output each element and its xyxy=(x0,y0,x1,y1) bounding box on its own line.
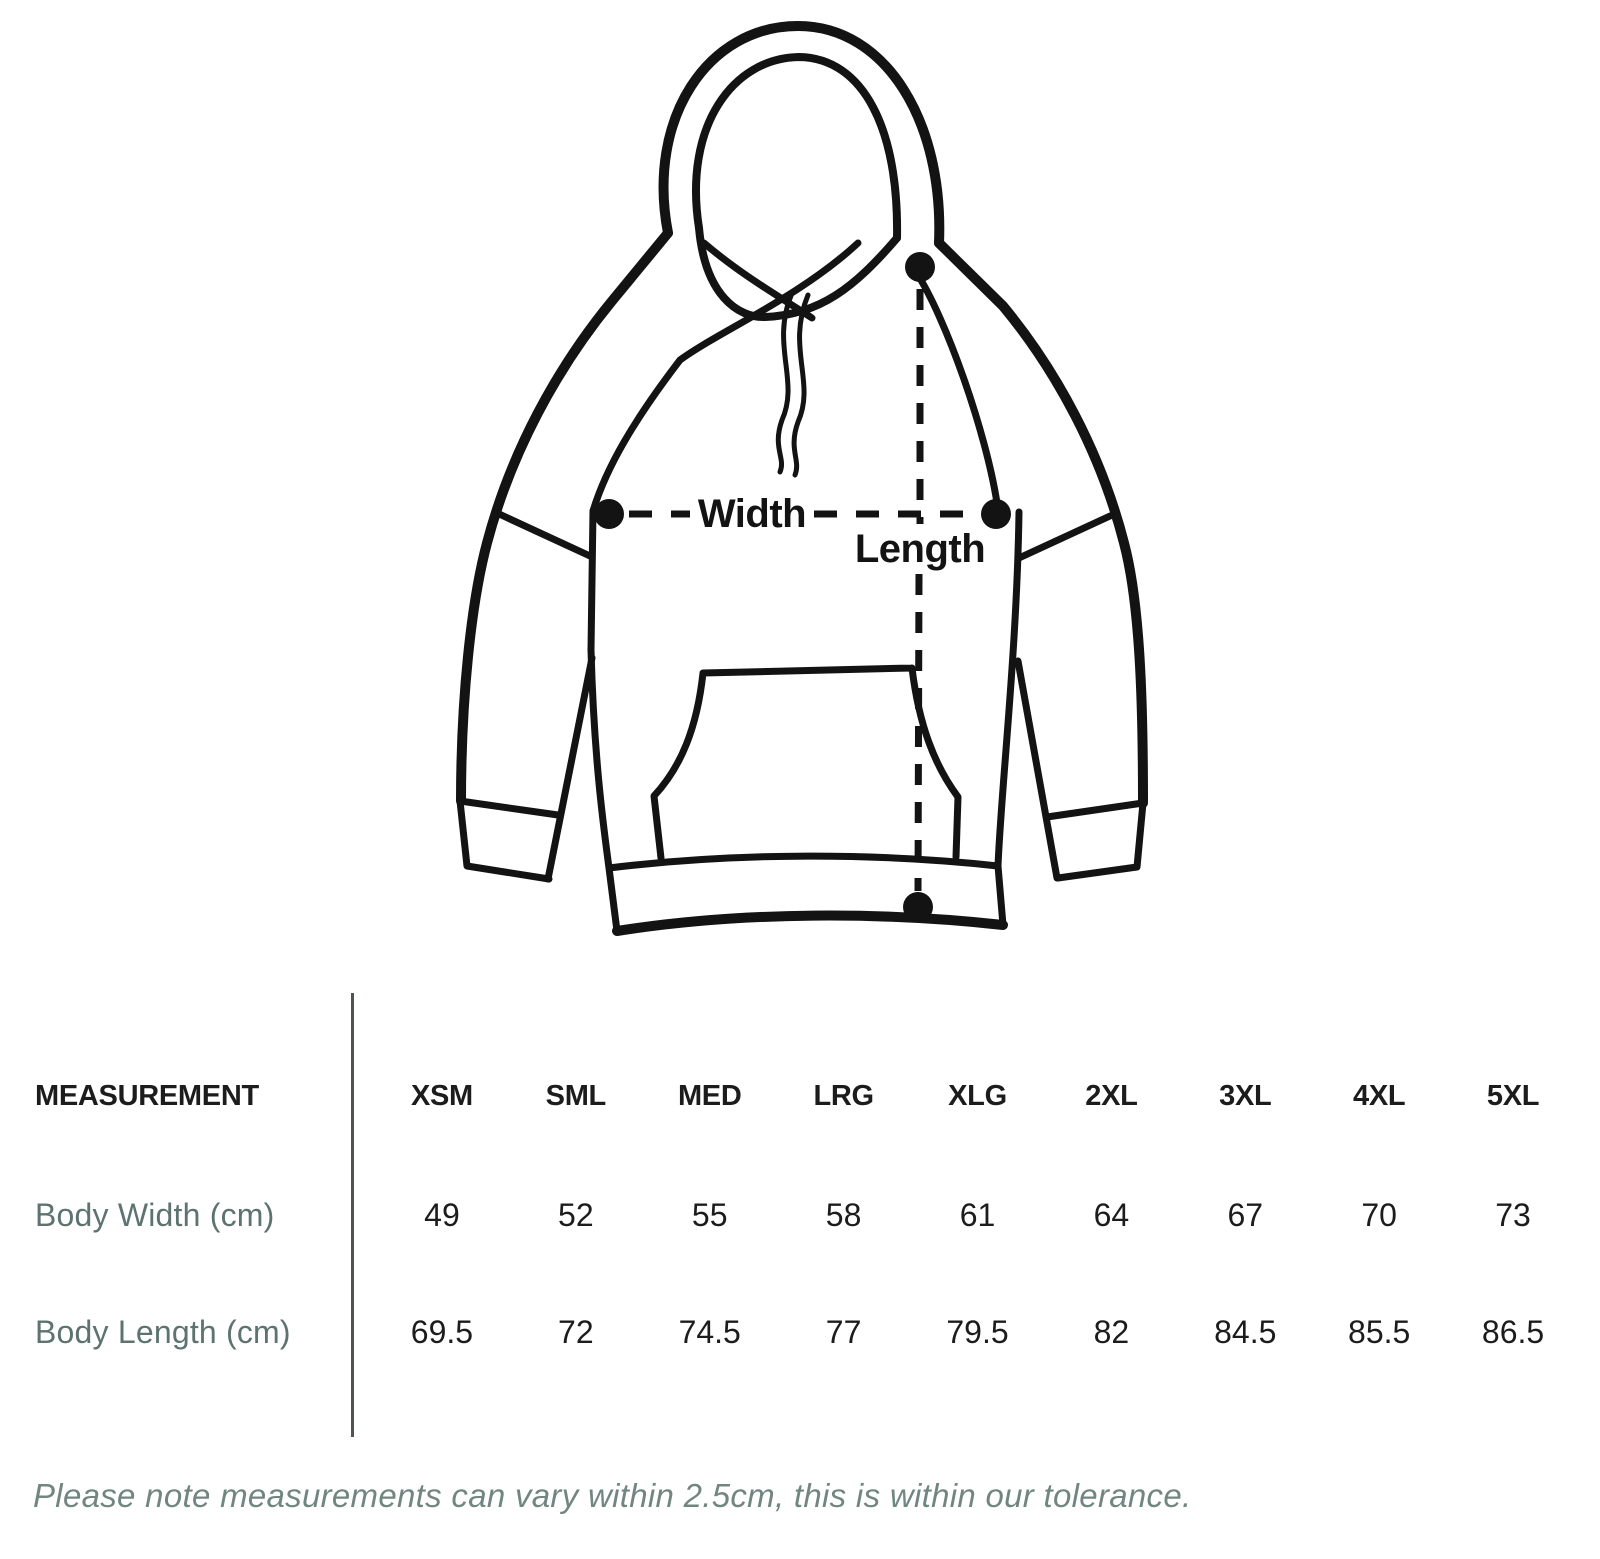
body-right-edge xyxy=(994,508,1023,929)
raglan-right-seam xyxy=(912,268,1001,507)
length-dashed-line-lower xyxy=(914,573,923,892)
drawstring-right xyxy=(791,292,811,478)
body-width-5xl: 73 xyxy=(1495,1197,1531,1233)
sleeve-left-outer-edge xyxy=(456,228,673,806)
armpit-marker-left xyxy=(594,499,624,529)
body-width-row: Body Width (cm) 49 52 55 58 61 64 67 70 … xyxy=(35,1197,1580,1233)
size-header-4xl: 4XL xyxy=(1353,1079,1406,1112)
body-length-med: 74.5 xyxy=(678,1314,741,1350)
size-header-5xl: 5XL xyxy=(1486,1079,1540,1112)
body-width-med: 55 xyxy=(691,1197,728,1233)
size-header-lrg: LRG xyxy=(813,1079,874,1112)
body-length-xsm: 69.5 xyxy=(410,1314,474,1350)
hood-lapel-right-raglan-left-seam xyxy=(589,239,862,515)
body-length-row: Body Length (cm) 69.5 72 74.5 77 79.5 82… xyxy=(35,1314,1580,1350)
body-length-lrg: 77 xyxy=(825,1314,862,1350)
kangaroo-pocket xyxy=(650,664,962,862)
hood-lapel-left xyxy=(700,239,816,322)
sleeve-right-inner-edge xyxy=(1014,657,1061,882)
armpit-marker-right xyxy=(981,499,1011,529)
length-annotation-label: Length xyxy=(855,527,985,571)
width-annotation-label: Width xyxy=(698,492,806,536)
size-header-3xl: 3XL xyxy=(1219,1079,1272,1112)
body-length-5xl: 86.5 xyxy=(1481,1314,1545,1350)
cuff-left xyxy=(456,797,562,883)
body-width-4xl: 70 xyxy=(1361,1197,1397,1233)
body-width-row-label: Body Width (cm) xyxy=(35,1197,275,1233)
body-width-lrg: 58 xyxy=(825,1197,862,1233)
hood-outer-outline xyxy=(658,21,945,248)
size-header-xlg: XLG xyxy=(948,1079,1007,1112)
drawstring-left xyxy=(775,290,795,475)
body-width-2xl: 64 xyxy=(1093,1197,1130,1233)
size-header-sml: SML xyxy=(545,1079,607,1112)
size-header-med: MED xyxy=(677,1079,742,1112)
sleeve-right-outer-edge xyxy=(934,238,1148,808)
body-length-row-label: Body Length (cm) xyxy=(35,1314,291,1350)
hem-band-bottom-edge xyxy=(612,910,1008,936)
hoodie-diagram: Width Length xyxy=(456,21,1148,936)
body-width-sml: 52 xyxy=(558,1197,594,1233)
measurement-column-header: MEASUREMENT xyxy=(35,1079,259,1112)
tolerance-note: Please note measurements can vary within… xyxy=(33,1477,1192,1514)
underarm-right-seam xyxy=(1015,512,1114,562)
body-width-xsm: 49 xyxy=(424,1197,460,1233)
body-length-xlg: 79.5 xyxy=(946,1314,1009,1350)
hood-opening-bottom xyxy=(695,224,901,322)
table-column-divider xyxy=(351,993,354,1437)
body-length-4xl: 85.5 xyxy=(1348,1314,1411,1350)
sleeve-left-inner-edge xyxy=(544,654,596,883)
underarm-left-seam xyxy=(493,509,594,560)
body-length-sml: 72 xyxy=(558,1314,594,1350)
body-length-2xl: 82 xyxy=(1093,1314,1130,1350)
shoulder-marker-top xyxy=(905,252,935,282)
body-length-3xl: 84.5 xyxy=(1214,1314,1277,1350)
hem-marker-bottom xyxy=(903,892,933,922)
hood-inner-outline xyxy=(691,53,902,242)
hem-band-top-edge xyxy=(605,852,1002,872)
cuff-right xyxy=(1043,799,1147,882)
size-header-xsm: XSM xyxy=(410,1079,473,1112)
size-table-header-row: MEASUREMENT XSM SML MED LRG XLG 2XL 3XL … xyxy=(35,1078,1580,1114)
body-width-xlg: 61 xyxy=(959,1197,996,1233)
body-width-3xl: 67 xyxy=(1227,1197,1264,1233)
size-header-2xl: 2XL xyxy=(1085,1079,1138,1112)
